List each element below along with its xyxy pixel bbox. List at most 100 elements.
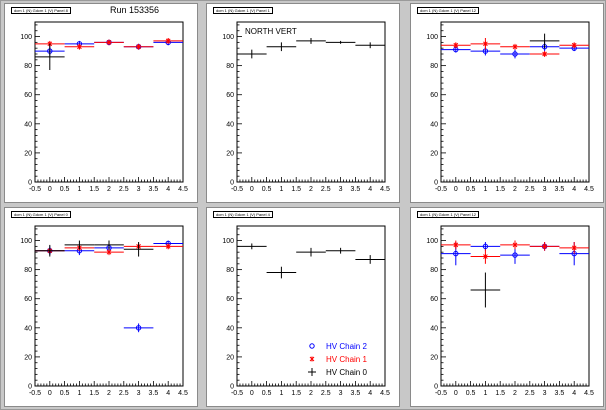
y-tick-label: 40 <box>226 121 234 128</box>
y-tick-label: 0 <box>230 180 234 187</box>
run-label: Run 153356 <box>110 5 160 15</box>
star-marker <box>165 38 171 44</box>
legend: HV Chain 2 HV Chain 1 HV Chain 0 <box>304 340 394 380</box>
data-point <box>153 38 183 44</box>
x-tick-label: 4 <box>368 186 372 193</box>
star-marker <box>542 51 547 57</box>
legend-label: HV Chain 2 <box>326 341 367 351</box>
y-tick-label: 60 <box>430 296 438 303</box>
pad-title: dcm 1 (N) Gdcm 1 (V) Panel 0 <box>11 211 71 218</box>
star-marker <box>309 356 315 362</box>
y-tick-label: 80 <box>226 63 234 70</box>
data-point <box>529 51 560 57</box>
plot-pad-3: -0.5 0 0.5 1 1.5 2 2.5 3 3.5 4 4.5 0 20 40 60 80 100 dcm … <box>4 207 198 407</box>
y-tick-label: 0 <box>434 180 438 187</box>
data-point <box>123 43 154 50</box>
data-point <box>266 42 297 52</box>
x-tick-label: 2 <box>309 186 313 193</box>
star-marker <box>542 243 547 249</box>
data-point <box>500 240 530 250</box>
y-tick-label: 20 <box>24 354 32 361</box>
y-tick-label: 60 <box>226 296 234 303</box>
data-point <box>355 42 385 49</box>
x-tick-label: 1.5 <box>495 390 505 397</box>
x-tick-label: 2.5 <box>525 186 535 193</box>
x-tick-label: 1 <box>77 186 81 193</box>
x-tick-label: 2.5 <box>525 390 535 397</box>
data-point <box>123 242 154 257</box>
y-tick-label: 40 <box>24 325 32 332</box>
x-tick-label: 1 <box>483 390 487 397</box>
plot-pad-4: -0.5 0 0.5 1 1.5 2 2.5 3 3.5 4 4.5 0 20 40 60 80 100 dcm … <box>206 207 400 407</box>
data-point <box>35 244 65 257</box>
data-point <box>94 240 124 250</box>
x-tick-label: 0.5 <box>466 186 476 193</box>
star-marker <box>136 44 141 50</box>
cross-icon <box>308 368 316 376</box>
star-marker <box>453 242 459 248</box>
x-tick-label: 0.5 <box>262 186 272 193</box>
x-tick-label: 2 <box>309 390 313 397</box>
pad-title: dcm 1 (N) Gdcm 1 (V) Panel 12 <box>417 211 480 218</box>
data-point <box>470 242 501 251</box>
star-marker <box>571 42 577 48</box>
data-point <box>94 249 124 256</box>
y-tick-label: 20 <box>24 150 32 157</box>
x-tick-label: 1 <box>279 186 283 193</box>
star-marker <box>483 41 488 47</box>
circle-marker <box>512 252 518 258</box>
x-tick-label: 1.5 <box>291 186 301 193</box>
y-tick-label: 80 <box>24 267 32 274</box>
x-tick-label: 4.5 <box>584 390 594 397</box>
data-point <box>123 323 154 333</box>
x-tick-label: 1.5 <box>89 390 99 397</box>
y-tick-label: 0 <box>28 384 32 391</box>
data-point <box>441 240 471 250</box>
data-point <box>470 272 501 308</box>
plot-frame <box>236 21 386 183</box>
x-tick-label: 0.5 <box>466 390 476 397</box>
y-tick-label: 80 <box>430 267 438 274</box>
data-point <box>237 243 267 250</box>
data-point <box>325 247 356 254</box>
x-tick-label: 4 <box>166 390 170 397</box>
y-tick-label: 100 <box>426 34 438 41</box>
y-tick-label: 40 <box>226 325 234 332</box>
x-tick-label: -0.5 <box>231 186 243 193</box>
legend-label: HV Chain 1 <box>326 354 367 364</box>
data-point <box>64 240 95 250</box>
y-tick-label: 0 <box>434 384 438 391</box>
x-tick-label: -0.5 <box>435 186 447 193</box>
y-tick-label: 80 <box>226 267 234 274</box>
legend-entry: HV Chain 2 <box>304 340 367 352</box>
x-tick-label: 0.5 <box>60 390 70 397</box>
y-tick-label: 100 <box>222 238 234 245</box>
data-point <box>296 38 326 44</box>
plot-pad-5: -0.5 0 0.5 1 1.5 2 2.5 3 3.5 4 4.5 0 20 40 60 80 100 dcm … <box>410 207 604 407</box>
x-tick-label: 1 <box>483 186 487 193</box>
x-tick-label: 4 <box>572 390 576 397</box>
plot-pad-1: -0.5 0 0.5 1 1.5 2 2.5 3 3.5 4 4.5 0 20 40 60 80 100 NORT… <box>206 3 400 203</box>
data-point <box>64 43 95 50</box>
x-tick-label: 4.5 <box>584 186 594 193</box>
circle-marker <box>135 325 142 331</box>
x-tick-label: 2 <box>107 390 111 397</box>
star-marker <box>483 254 488 260</box>
x-tick-label: 3.5 <box>555 186 565 193</box>
star-icon <box>309 356 315 362</box>
y-tick-label: 20 <box>430 354 438 361</box>
x-tick-label: 0.5 <box>60 186 70 193</box>
plot-pad-0: -0.5 0 0.5 1 1.5 2 2.5 3 3.5 4 4.5 0 20 40 60 80 100 dcm … <box>4 3 198 203</box>
x-tick-label: 2.5 <box>119 186 129 193</box>
star-marker <box>512 44 518 50</box>
data-point <box>94 39 124 46</box>
star-marker <box>453 42 459 48</box>
x-tick-label: 4 <box>368 390 372 397</box>
data-point <box>529 33 560 49</box>
x-tick-label: 3 <box>543 186 547 193</box>
x-tick-label: 2.5 <box>321 390 331 397</box>
circle-icon <box>309 343 315 349</box>
